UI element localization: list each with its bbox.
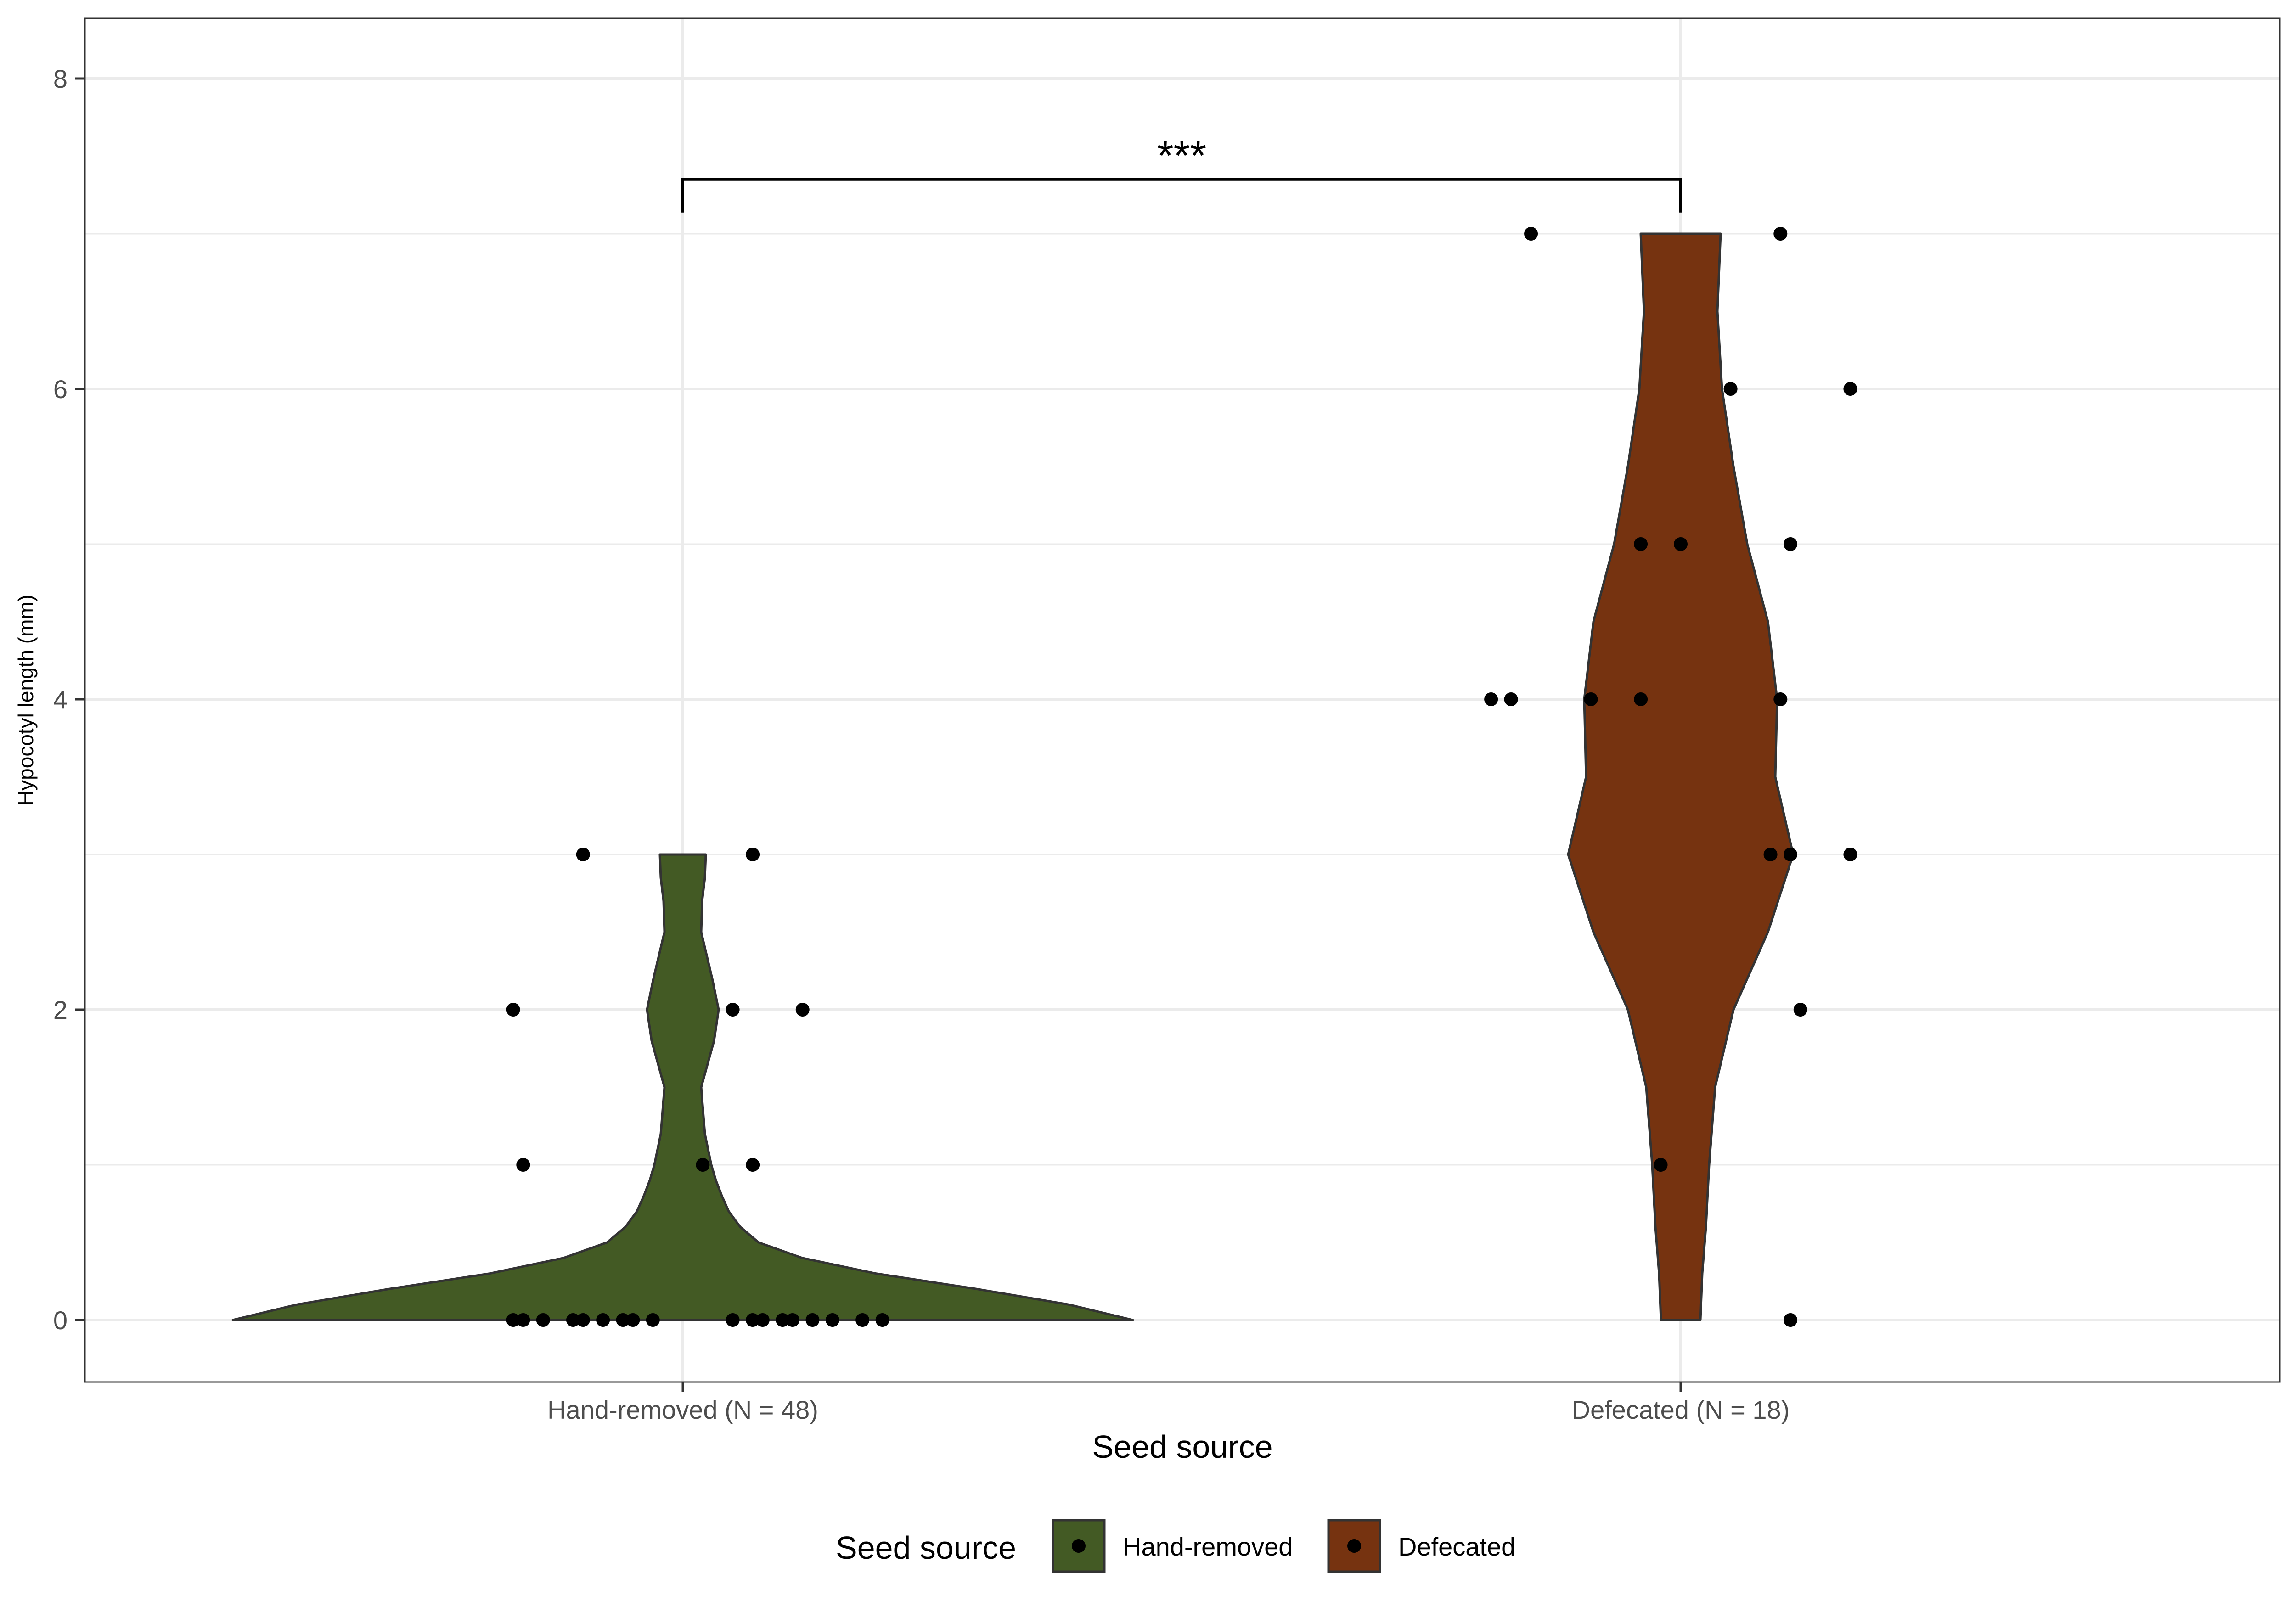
data-point bbox=[1634, 692, 1648, 706]
data-point bbox=[1773, 227, 1788, 241]
data-point bbox=[516, 1313, 530, 1327]
data-point bbox=[746, 1313, 760, 1327]
data-point bbox=[646, 1313, 660, 1327]
y-tick-label: 4 bbox=[53, 685, 68, 714]
data-point bbox=[875, 1313, 889, 1327]
significance-label: *** bbox=[1157, 133, 1206, 180]
data-point bbox=[1773, 692, 1788, 706]
data-point bbox=[616, 1313, 630, 1327]
x-tick-label: Hand-removed (N = 48) bbox=[547, 1395, 818, 1424]
x-axis-title: Seed source bbox=[1092, 1429, 1272, 1465]
significance-bracket: *** bbox=[681, 133, 1682, 213]
data-point bbox=[1654, 1158, 1668, 1172]
y-axis-title: Hypocotyl length (mm) bbox=[14, 595, 38, 806]
legend-label: Hand-removed bbox=[1123, 1532, 1293, 1561]
data-point bbox=[696, 1158, 710, 1172]
data-point bbox=[855, 1313, 870, 1327]
data-point bbox=[776, 1313, 790, 1327]
y-axis: 0 2 4 6 8 bbox=[53, 64, 85, 1335]
legend: Seed source Hand-removed Defecated bbox=[836, 1519, 1515, 1573]
legend-key-point bbox=[1347, 1539, 1361, 1553]
data-point bbox=[1484, 692, 1498, 706]
data-point bbox=[1793, 1003, 1807, 1017]
data-point bbox=[1584, 692, 1598, 706]
data-point bbox=[726, 1313, 740, 1327]
data-point bbox=[755, 1313, 770, 1327]
data-point bbox=[506, 1003, 520, 1017]
y-tick-label: 6 bbox=[53, 375, 68, 404]
data-point bbox=[1784, 537, 1798, 551]
data-point bbox=[1634, 537, 1648, 551]
data-point bbox=[1674, 537, 1688, 551]
data-point bbox=[596, 1313, 610, 1327]
data-point bbox=[795, 1003, 810, 1017]
data-point bbox=[506, 1313, 520, 1327]
data-point bbox=[1784, 848, 1798, 861]
y-tick-label: 8 bbox=[53, 64, 68, 93]
data-point bbox=[536, 1313, 550, 1327]
data-point bbox=[566, 1313, 580, 1327]
data-point bbox=[1504, 692, 1518, 706]
data-point bbox=[746, 848, 760, 861]
x-axis: Hand-removed (N = 48) Defecated (N = 18) bbox=[547, 1382, 1790, 1424]
data-point bbox=[576, 848, 590, 861]
data-point bbox=[1784, 1313, 1798, 1327]
y-tick-label: 0 bbox=[53, 1306, 68, 1335]
data-point bbox=[805, 1313, 820, 1327]
bracket-line bbox=[681, 178, 1682, 213]
x-tick-label: Defecated (N = 18) bbox=[1572, 1395, 1790, 1424]
violin-hand-removed bbox=[231, 853, 1134, 1321]
data-point bbox=[576, 1313, 590, 1327]
violins bbox=[231, 232, 1795, 1321]
y-tick-label: 2 bbox=[53, 995, 68, 1024]
legend-label: Defecated bbox=[1398, 1532, 1515, 1561]
data-point bbox=[1763, 848, 1778, 861]
legend-key-point bbox=[1072, 1539, 1086, 1553]
data-point bbox=[1843, 382, 1857, 396]
data-point bbox=[786, 1313, 800, 1327]
data-point bbox=[1843, 848, 1857, 861]
data-point bbox=[1723, 382, 1738, 396]
data-point bbox=[746, 1158, 760, 1172]
data-points bbox=[506, 227, 1857, 1327]
violin-defecated bbox=[1567, 232, 1795, 1321]
data-point bbox=[516, 1158, 530, 1172]
data-point bbox=[825, 1313, 839, 1327]
data-point bbox=[626, 1313, 640, 1327]
data-point bbox=[726, 1003, 740, 1017]
data-point bbox=[1524, 227, 1538, 241]
legend-title: Seed source bbox=[836, 1530, 1016, 1566]
